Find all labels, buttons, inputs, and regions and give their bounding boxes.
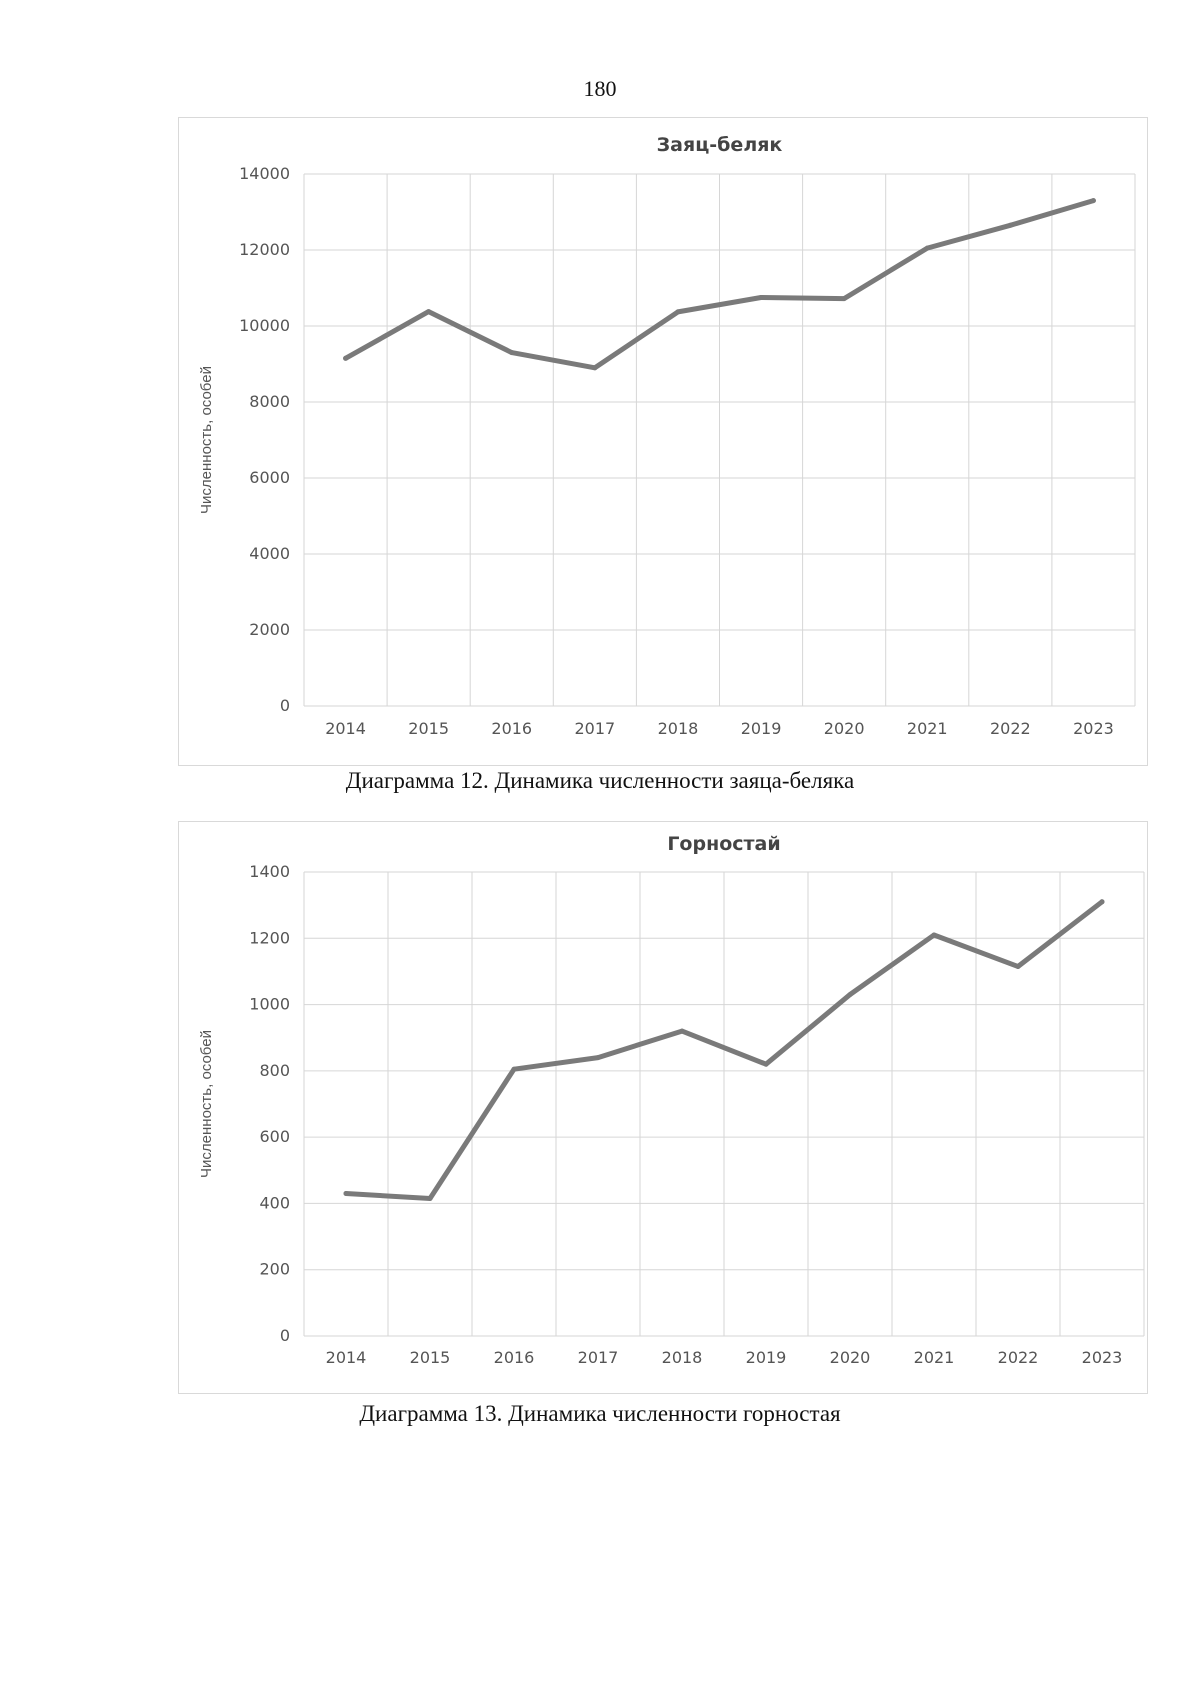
hare-y-axis-label: Численность, особей	[198, 366, 215, 514]
hare-data-point	[426, 309, 432, 315]
hare-data-point	[924, 245, 930, 251]
stoat-data-point	[679, 1028, 685, 1034]
stoat-x-tick-label: 2021	[914, 1348, 955, 1367]
hare-chart-svg: Заяц-беляк 0 2000 4000 6000 8000 10000 12000 140…	[198, 134, 1136, 738]
hare-chart-title: Заяц-беляк	[657, 134, 783, 156]
hare-y-tick-label: 14000	[239, 164, 290, 183]
hare-data-point	[675, 309, 681, 315]
hare-data-point	[758, 295, 764, 300]
stoat-y-tick-label: 400	[259, 1193, 290, 1212]
stoat-chart-svg: Горностай 0 200 400 600 800 1000 1200 1400 2014 20…	[198, 833, 1145, 1367]
hare-x-tick-label: 2014	[325, 719, 366, 738]
hare-y-tick-label: 12000	[239, 240, 290, 259]
stoat-data-point	[595, 1055, 601, 1061]
hare-x-tick-label: 2023	[1073, 719, 1114, 738]
stoat-data-point	[847, 992, 853, 998]
stoat-chart: Горностай 0 200 400 600 800 1000 1200 1400 2014 20…	[178, 821, 1148, 1394]
stoat-y-tick-label: 800	[259, 1061, 290, 1080]
stoat-series-line	[343, 899, 1105, 1201]
hare-x-tick-label: 2021	[907, 719, 948, 738]
stoat-data-point	[1015, 964, 1021, 969]
hare-data-point	[343, 355, 349, 361]
hare-y-tick-label: 0	[280, 696, 290, 715]
hare-x-tick-label: 2015	[408, 719, 449, 738]
hare-data-point	[509, 350, 515, 356]
hare-x-tick-label: 2020	[824, 719, 865, 738]
hare-data-point	[592, 365, 598, 371]
stoat-y-tick-label: 1000	[249, 995, 290, 1014]
stoat-y-tick-label: 0	[280, 1326, 290, 1345]
stoat-x-tick-label: 2016	[494, 1348, 535, 1367]
stoat-x-tick-label: 2023	[1082, 1348, 1123, 1367]
stoat-chart-caption: Диаграмма 13. Динамика численности горно…	[359, 1401, 841, 1426]
hare-y-tick-label: 4000	[249, 544, 290, 563]
stoat-data-point	[1099, 899, 1105, 905]
stoat-x-tick-label: 2020	[830, 1348, 871, 1367]
hare-data-point	[841, 296, 847, 302]
hare-y-tick-label: 6000	[249, 468, 290, 487]
stoat-y-tick-label: 1400	[249, 862, 290, 881]
hare-chart-caption: Диаграмма 12. Динамика численности заяца…	[345, 768, 855, 793]
stoat-x-tick-label: 2019	[746, 1348, 787, 1367]
hare-chart: Заяц-беляк 0 2000 4000 6000 8000 10000 12000 140…	[178, 117, 1148, 766]
hare-x-tick-label: 2018	[658, 719, 699, 738]
hare-series-line	[343, 198, 1096, 371]
stoat-y-tick-label: 200	[259, 1260, 290, 1279]
stoat-data-point	[511, 1066, 517, 1072]
stoat-y-axis-label: Численность, особей	[198, 1030, 215, 1178]
stoat-y-tick-label: 600	[259, 1127, 290, 1146]
page-number: 180	[583, 76, 617, 101]
stoat-x-tick-label: 2018	[662, 1348, 703, 1367]
hare-y-tick-label: 10000	[239, 316, 290, 335]
stoat-chart-title: Горностай	[667, 833, 780, 855]
hare-x-tick-label: 2017	[574, 719, 615, 738]
stoat-data-point	[931, 932, 937, 938]
stoat-y-tick-label: 1200	[249, 928, 290, 947]
hare-x-tick-label: 2022	[990, 719, 1031, 738]
stoat-x-tick-label: 2014	[326, 1348, 367, 1367]
stoat-x-tick-label: 2017	[578, 1348, 619, 1367]
hare-y-tick-label: 2000	[249, 620, 290, 639]
stoat-x-tick-label: 2015	[410, 1348, 451, 1367]
hare-y-tick-label: 8000	[249, 392, 290, 411]
hare-x-tick-label: 2016	[491, 719, 532, 738]
hare-data-point	[1090, 198, 1096, 204]
stoat-x-tick-label: 2022	[998, 1348, 1039, 1367]
stoat-data-point	[427, 1196, 433, 1201]
hare-x-tick-label: 2019	[741, 719, 782, 738]
hare-data-point	[1007, 222, 1013, 228]
stoat-data-point	[343, 1191, 349, 1196]
stoat-data-point	[763, 1061, 769, 1067]
